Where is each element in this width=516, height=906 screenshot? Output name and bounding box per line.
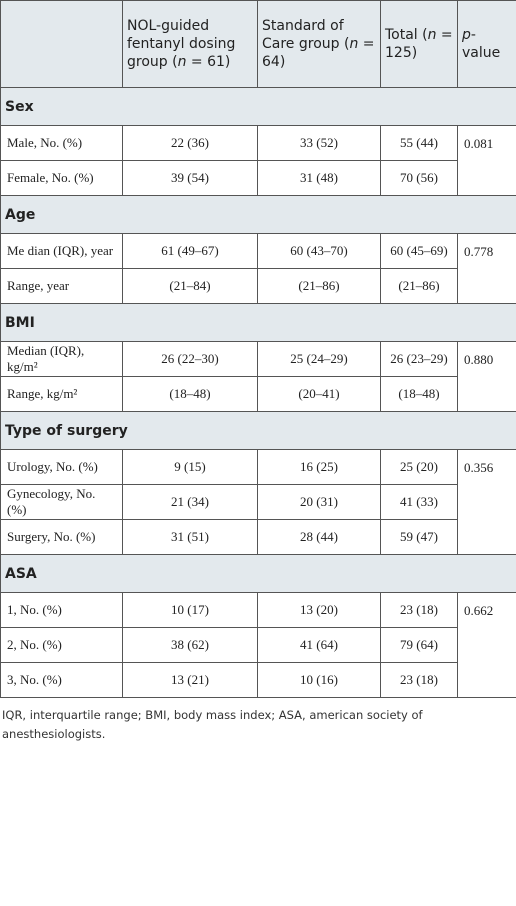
cell-value: (21–86) <box>257 268 381 304</box>
row-label: 2, No. (%) <box>0 627 123 663</box>
header-text: = 64) <box>262 36 375 70</box>
footnote: IQR, interquartile range; BMI, body mass… <box>2 708 423 741</box>
cell-value: (21–84) <box>122 268 258 304</box>
header-text: = 125) <box>385 27 453 61</box>
cell-value: 23 (18) <box>380 592 458 628</box>
header-cell <box>0 0 123 88</box>
cell-value: 10 (16) <box>257 662 381 698</box>
data-row: 1, No. (%) 10 (17) 13 (20) 23 (18) 0.662 <box>0 592 516 698</box>
cell-value: 39 (54) <box>122 160 258 196</box>
cell-value: 16 (25) <box>257 449 381 485</box>
cell-value: 28 (44) <box>257 519 381 555</box>
data-row: Range, kg/m² (18–48) (20–41) (18–48) <box>0 376 516 412</box>
p-value: 0.880 <box>457 341 516 412</box>
header-text: n <box>427 27 437 43</box>
cell-value: 31 (51) <box>122 519 258 555</box>
cell-value: 33 (52) <box>257 125 381 161</box>
p-value: 0.356 <box>457 449 516 555</box>
row-label: Surgery, No. (%) <box>0 519 123 555</box>
row-label: 3, No. (%) <box>0 662 123 698</box>
cell-value: 22 (36) <box>122 125 258 161</box>
header-cell: p-value <box>457 0 516 88</box>
header-text: p <box>462 27 471 43</box>
cell-value: (20–41) <box>257 376 381 412</box>
cell-value: 31 (48) <box>257 160 381 196</box>
header-row: NOL-guided fentanyl dosing group (n = 61… <box>0 0 516 88</box>
row-label: Me dian (IQR), year <box>0 233 123 269</box>
p-value: 0.081 <box>457 125 516 196</box>
cell-value: 41 (64) <box>257 627 381 663</box>
header-text: n <box>177 54 187 70</box>
section-title: Type of surgery <box>0 411 516 450</box>
header-cell: Standard of Care group (n = 64) <box>257 0 381 88</box>
data-row: Gynecology, No. (%) 21 (34) 20 (31) 41 (33) <box>0 484 516 520</box>
section-title: BMI <box>0 303 516 342</box>
p-value: 0.778 <box>457 233 516 304</box>
cell-value: 79 (64) <box>380 627 458 663</box>
table-body: Sex Male, No. (%) 22 (36) 33 (52) 55 (44) 0.0… <box>0 87 516 698</box>
cell-value: 59 (47) <box>380 519 458 555</box>
cell-value: (18–48) <box>380 376 458 412</box>
cell-value: 26 (22–30) <box>122 341 258 377</box>
cell-value: 55 (44) <box>380 125 458 161</box>
cell-value: 70 (56) <box>380 160 458 196</box>
data-row: Me dian (IQR), year 61 (49–67) 60 (43–70) 6… <box>0 233 516 304</box>
data-row: Urology, No. (%) 9 (15) 16 (25) 25 (20) 0.35… <box>0 449 516 555</box>
cell-value: (18–48) <box>122 376 258 412</box>
cell-value: 21 (34) <box>122 484 258 520</box>
cell-value: 13 (21) <box>122 662 258 698</box>
section-row: Sex <box>0 87 516 126</box>
header-text: n <box>349 36 359 52</box>
cell-value: 26 (23–29) <box>380 341 458 377</box>
cell-value: 25 (24–29) <box>257 341 381 377</box>
row-label: Range, year <box>0 268 123 304</box>
section-row: Type of surgery <box>0 411 516 450</box>
header-cell: NOL-guided fentanyl dosing group (n = 61… <box>122 0 258 88</box>
data-row: Median (IQR), kg/m² 26 (22–30) 25 (24–29) 2… <box>0 341 516 412</box>
cell-value: 41 (33) <box>380 484 458 520</box>
section-row: Age <box>0 195 516 234</box>
header-text: = 61) <box>186 54 231 70</box>
data-row: 2, No. (%) 38 (62) 41 (64) 79 (64) <box>0 627 516 663</box>
p-value: 0.662 <box>457 592 516 698</box>
cell-value: 10 (17) <box>122 592 258 628</box>
row-label: Male, No. (%) <box>0 125 123 161</box>
section-row: ASA <box>0 554 516 593</box>
data-row: Range, year (21–84) (21–86) (21–86) <box>0 268 516 304</box>
header-cell: Total (n = 125) <box>380 0 458 88</box>
data-row: Male, No. (%) 22 (36) 33 (52) 55 (44) 0.081 <box>0 125 516 196</box>
cell-value: 9 (15) <box>122 449 258 485</box>
section-title: Sex <box>0 87 516 126</box>
header-text: -value <box>462 27 501 61</box>
cell-value: 60 (45–69) <box>380 233 458 269</box>
cell-value: 61 (49–67) <box>122 233 258 269</box>
row-label: Urology, No. (%) <box>0 449 123 485</box>
header-text: NOL-guided fentanyl dosing group ( <box>127 18 236 70</box>
section-title: Age <box>0 195 516 234</box>
row-label: Gynecology, No. (%) <box>0 484 123 520</box>
cell-value: (21–86) <box>380 268 458 304</box>
cell-value: 60 (43–70) <box>257 233 381 269</box>
cell-value: 20 (31) <box>257 484 381 520</box>
section-title: ASA <box>0 554 516 593</box>
data-row: 3, No. (%) 13 (21) 10 (16) 23 (18) <box>0 662 516 698</box>
cell-value: 25 (20) <box>380 449 458 485</box>
data-row: Surgery, No. (%) 31 (51) 28 (44) 59 (47) <box>0 519 516 555</box>
header-text: Total ( <box>385 27 428 43</box>
row-label: Median (IQR), kg/m² <box>0 341 123 377</box>
header-text: Standard of Care group ( <box>262 18 350 52</box>
data-table: NOL-guided fentanyl dosing group (n = 61… <box>0 0 516 698</box>
row-label: Female, No. (%) <box>0 160 123 196</box>
data-row: Female, No. (%) 39 (54) 31 (48) 70 (56) <box>0 160 516 196</box>
cell-value: 23 (18) <box>380 662 458 698</box>
row-label: Range, kg/m² <box>0 376 123 412</box>
cell-value: 38 (62) <box>122 627 258 663</box>
section-row: BMI <box>0 303 516 342</box>
cell-value: 13 (20) <box>257 592 381 628</box>
row-label: 1, No. (%) <box>0 592 123 628</box>
